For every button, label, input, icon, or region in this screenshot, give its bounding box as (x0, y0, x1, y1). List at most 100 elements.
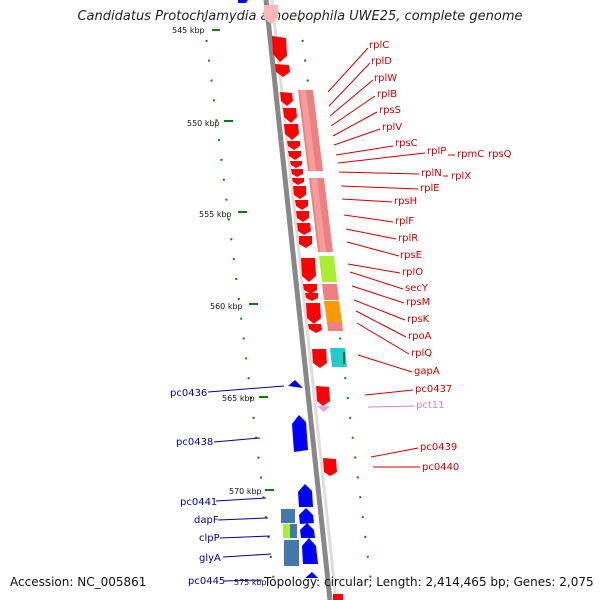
forward-gene-arrow (303, 284, 317, 294)
forward-gene-arrow (292, 178, 304, 185)
reverse-gene-arrow (302, 538, 318, 564)
forward-gene-labels: rplC rplD rplW rplB rpsS rplV rpsC rplP … (369, 40, 512, 473)
gene-label-gapA: gapA (414, 366, 440, 377)
gene-label-rplD: rplD (371, 56, 392, 67)
clpP-band-2 (290, 524, 297, 538)
tick-label-550: 550 kbp (187, 119, 220, 128)
gene-label-pc0440: pc0440 (422, 462, 459, 473)
forward-gene-arrow (284, 124, 299, 140)
forward-gene-arrow (305, 293, 318, 301)
forward-gene-arrow (306, 303, 321, 324)
forward-gene-arrow-top (264, 5, 278, 24)
gene-label-rplB: rplB (377, 89, 397, 100)
tick-label-575: 575 kbp (234, 578, 267, 587)
pseudo-leader (367, 405, 415, 408)
kbp-ticks: 545 kbp 550 kbp 555 kbp 560 kbp 565 kbp … (172, 26, 274, 587)
forward-gene-arrow (316, 386, 330, 406)
reverse-gene-arrow (305, 572, 318, 578)
forward-gene-arrow (290, 161, 302, 168)
tick-545: 545 kbp (172, 26, 220, 35)
forward-gene-arrow (272, 36, 287, 62)
forward-gene-arrows (272, 36, 343, 600)
tick-555: 555 kbp (199, 210, 247, 219)
pc0445-leader (223, 579, 263, 582)
tick-label-560: 560 kbp (210, 302, 243, 311)
gene-label-rpsH: rpsH (394, 196, 417, 207)
topology-text: Topology: circular; Length: 2,414,465 bp… (264, 575, 594, 589)
accession-text: Accession: NC_005861 (10, 575, 147, 589)
forward-gene-bottom (333, 594, 343, 600)
gene-label-rplW: rplW (374, 73, 397, 84)
rpsM-band (322, 284, 339, 300)
tick-575: 575 kbp (234, 578, 267, 587)
gene-label-pc0438: pc0438 (176, 437, 213, 448)
map-title: Candidatus Protochlamydia amoebophila UW… (77, 9, 523, 24)
gene-label-rpsS: rpsS (379, 105, 401, 116)
gene-label-glyA: glyA (199, 553, 221, 564)
operon-band-ribosomal-light (300, 90, 316, 171)
forward-gene-arrow (308, 324, 322, 333)
gene-label-clpP: clpP (199, 533, 220, 544)
gene-label-rplE: rplE (420, 183, 440, 194)
forward-gene-arrow (295, 200, 308, 210)
forward-gene-arrow (301, 258, 316, 282)
gene-label-pc0437: pc0437 (415, 384, 452, 395)
forward-gene-arrow (297, 223, 311, 235)
gapA-band (330, 348, 347, 367)
forward-gene-arrow (299, 236, 312, 248)
reverse-gene-arrow (292, 415, 308, 452)
operon-band-ribosomal-2-light (311, 178, 326, 252)
gene-label-pct11: pct11 (416, 400, 445, 411)
rpoA-band (324, 301, 342, 322)
forward-gene-arrow (296, 211, 309, 222)
operon-bands (298, 90, 347, 367)
gene-label-rplN: rplN (421, 168, 442, 179)
reverse-gene-arrow (298, 484, 313, 507)
reverse-gene-arrow-top (238, 0, 248, 3)
gene-label-rplO: rplO (402, 267, 423, 278)
gene-label-rpsQ: rpsQ (488, 149, 512, 160)
tick-565: 565 kbp (222, 394, 268, 403)
gene-label-pc0436: pc0436 (170, 388, 207, 399)
forward-gene-arrow (280, 92, 293, 106)
clpP-band (283, 524, 290, 538)
forward-gene-arrow (275, 64, 290, 77)
reverse-leaders (207, 385, 285, 558)
reverse-gene-arrows (288, 380, 318, 578)
reverse-gene-arrow (299, 508, 314, 524)
gene-label-rpmC: rpmC (457, 149, 484, 160)
gene-label-rplF: rplF (395, 216, 414, 227)
forward-gene-arrow-pseudo (317, 406, 330, 412)
secY-band (319, 256, 337, 282)
dapF-band (281, 509, 295, 523)
forward-gene-arrow (287, 141, 300, 150)
gene-label-rpoA: rpoA (408, 331, 432, 342)
rplQ-band (327, 322, 343, 331)
forward-gene-arrow (283, 108, 297, 123)
reverse-bands (281, 509, 299, 566)
tick-label-565: 565 kbp (222, 394, 255, 403)
gene-label-rplQ: rplQ (411, 348, 432, 359)
gene-label-rplV: rplV (382, 122, 402, 133)
forward-gene-arrow (288, 151, 301, 160)
gene-label-pc0439: pc0439 (420, 442, 457, 453)
glyA-band (284, 540, 299, 566)
gene-label-rplR: rplR (398, 233, 418, 244)
gene-label-rplP: rplP (427, 146, 446, 157)
forward-gene-arrow (291, 169, 303, 177)
gene-label-rpsC: rpsC (395, 138, 418, 149)
tick-570: 570 kbp (229, 487, 274, 496)
forward-gene-arrow (312, 349, 327, 368)
tick-label-555: 555 kbp (199, 210, 232, 219)
forward-gene-arrow (293, 186, 306, 199)
forward-leaders (327, 47, 455, 468)
gene-label-pc0441: pc0441 (180, 497, 217, 508)
reverse-gene-arrow (300, 523, 315, 538)
gene-label-rplX: rplX (451, 171, 471, 182)
tick-550: 550 kbp (187, 119, 233, 128)
genome-backbone (263, 0, 333, 600)
reverse-gene-arrow (288, 380, 303, 388)
tick-label-545: 545 kbp (172, 26, 205, 35)
gene-label-dapF: dapF (194, 515, 219, 526)
